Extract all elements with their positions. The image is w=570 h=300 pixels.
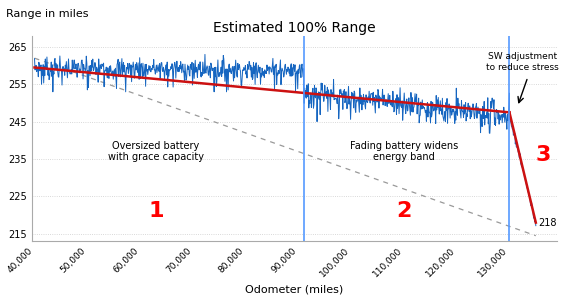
Title: Estimated 100% Range: Estimated 100% Range <box>213 21 376 34</box>
Text: Range in miles: Range in miles <box>6 9 88 19</box>
X-axis label: Odometer (miles): Odometer (miles) <box>245 284 344 294</box>
Text: 1: 1 <box>148 201 164 221</box>
Text: SW adjustment
to reduce stress: SW adjustment to reduce stress <box>486 52 559 72</box>
Text: 2: 2 <box>396 201 412 221</box>
Text: Fading battery widens
energy band: Fading battery widens energy band <box>350 141 458 162</box>
Text: 218: 218 <box>539 218 557 228</box>
Text: 3: 3 <box>536 145 551 165</box>
Text: Oversized battery
with grace capacity: Oversized battery with grace capacity <box>108 141 204 162</box>
